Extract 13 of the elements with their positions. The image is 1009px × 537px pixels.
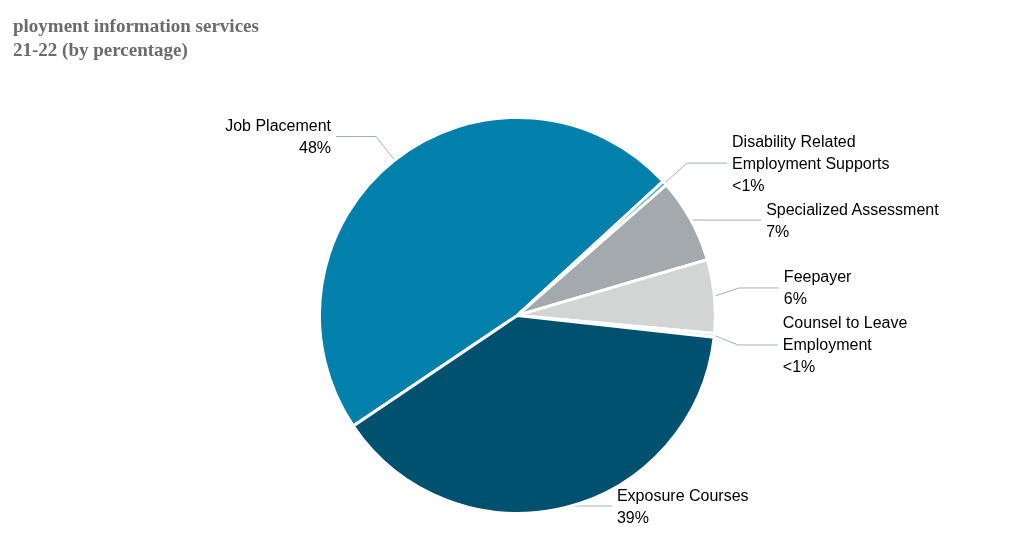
slice-label: Exposure Courses xyxy=(616,486,749,504)
slice-label: Job Placement xyxy=(225,117,332,135)
chart-title: ployment information services 21-22 (by percentage) xyxy=(13,14,259,61)
slice-label: Disability Related Employment Supports xyxy=(732,132,890,172)
data-label: 7% xyxy=(766,222,790,240)
slice-label: Counsel to Leave Employment xyxy=(782,314,908,354)
data-label: 48% xyxy=(299,139,332,157)
data-label: <1% xyxy=(732,176,765,194)
slice-label: Feepayer xyxy=(783,268,853,286)
data-label: 39% xyxy=(616,508,649,526)
data-label: <1% xyxy=(782,358,816,376)
data-label: 6% xyxy=(783,290,807,308)
slice-label: Specialized Assessment xyxy=(766,200,940,218)
